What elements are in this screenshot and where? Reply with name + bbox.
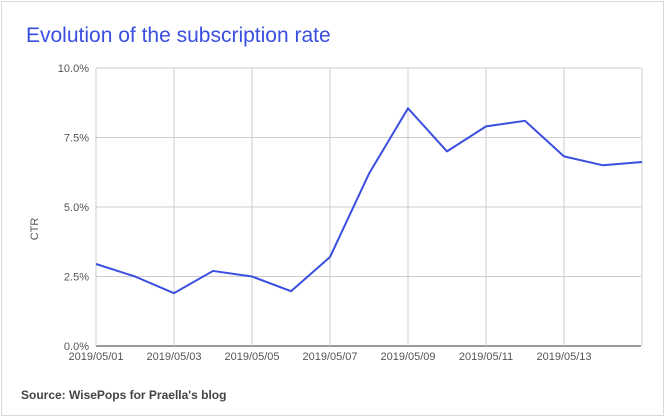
series-lines [95, 107, 643, 295]
x-tick-label: 2019/05/03 [146, 351, 201, 363]
y-tick-label: 5.0% [64, 202, 89, 214]
source-caption: Source: WisePops for Praella's blog [21, 388, 227, 402]
x-tick-label: 2019/05/07 [302, 351, 357, 363]
y-tick-labels: 0.0% 2.5% 5.0% 7.5% 10.0% [58, 63, 89, 353]
y-tick-label: 10.0% [58, 63, 89, 75]
x-tick-label: 2019/05/05 [224, 351, 279, 363]
x-tick-label: 2019/05/11 [459, 351, 513, 363]
series-line [95, 107, 643, 295]
chart-title: Evolution of the subscription rate [26, 24, 331, 47]
y-tick-label: 2.5% [64, 272, 89, 284]
x-tick-labels: 2019/05/01 2019/05/03 2019/05/05 2019/05/07… [68, 351, 591, 363]
x-tick-label: 2019/05/09 [380, 351, 435, 363]
y-tick-label: 0.0% [64, 341, 89, 353]
x-tick-label: 2019/05/13 [536, 351, 591, 363]
y-axis-label: CTR [29, 218, 41, 241]
grid-lines [95, 67, 643, 347]
x-tick-label: 2019/05/01 [68, 351, 123, 363]
y-tick-label: 7.5% [64, 133, 89, 145]
